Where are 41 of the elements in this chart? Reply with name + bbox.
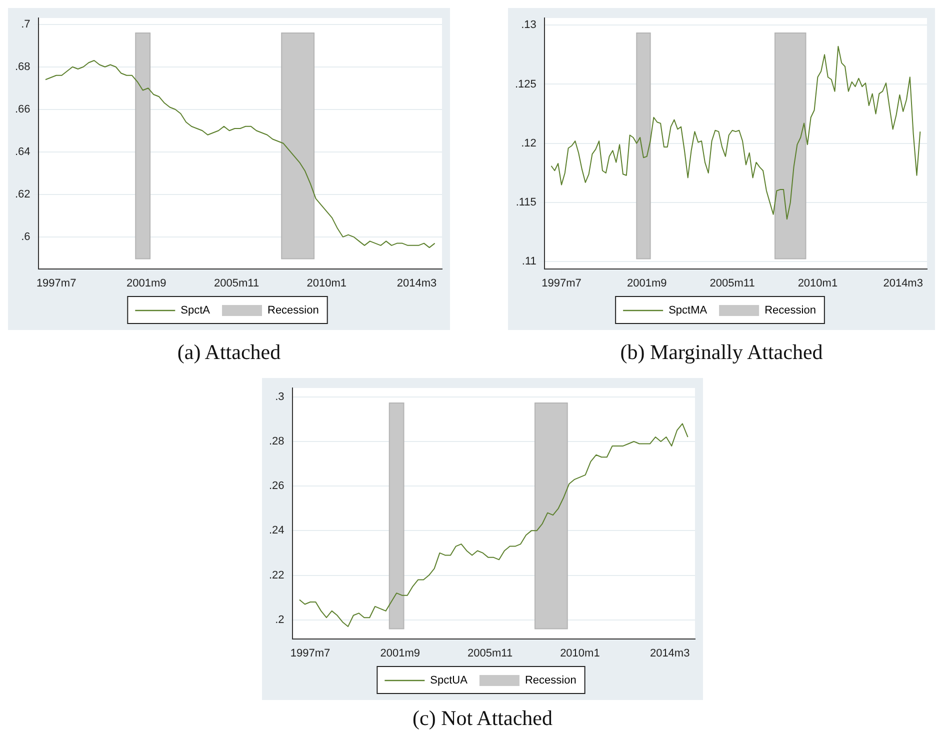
y-tick-label: .22 xyxy=(268,569,284,582)
x-tick-label: 2010m1 xyxy=(306,277,347,290)
x-tick-label: 1997m7 xyxy=(36,277,76,290)
x-tick-label: 1997m7 xyxy=(542,277,582,290)
y-tick-label: .64 xyxy=(14,146,30,158)
y-tick-label: .115 xyxy=(516,196,536,209)
x-tick-label: 2005m11 xyxy=(710,277,755,290)
y-tick-label: .66 xyxy=(14,103,30,116)
text: (b) Marginally Attached xyxy=(619,340,824,365)
x-tick-label: 2005m11 xyxy=(468,647,513,660)
x-tick-label: 2014m3 xyxy=(883,277,923,290)
legend-label: Recession xyxy=(524,674,576,687)
x-tick-label: 1997m7 xyxy=(290,647,330,660)
text: (a) Attached xyxy=(176,340,282,365)
x-tick-label: 2010m1 xyxy=(798,277,838,290)
x-tick-label: 2005m11 xyxy=(214,277,260,290)
legend-label: Recession xyxy=(764,304,816,317)
legend-label: SpctA xyxy=(180,304,211,317)
y-tick-label: .24 xyxy=(268,524,284,537)
x-tick-label: 2001m9 xyxy=(627,277,667,290)
y-tick-label: .26 xyxy=(268,480,284,492)
y-tick-label: .62 xyxy=(14,188,30,200)
y-tick-label: .68 xyxy=(14,60,30,73)
x-tick-label: 2014m3 xyxy=(650,647,690,660)
x-tick-label: 2014m3 xyxy=(396,277,437,290)
y-tick-label: .6 xyxy=(21,230,30,243)
y-tick-label: .3 xyxy=(275,390,284,403)
y-tick-label: .13 xyxy=(521,19,536,32)
y-tick-label: .7 xyxy=(21,18,30,30)
legend-label: SpctUA xyxy=(430,674,468,687)
y-tick-label: .12 xyxy=(521,137,536,150)
legend-label: Recession xyxy=(267,304,319,317)
legend-label: SpctMA xyxy=(668,304,708,317)
x-tick-label: 2001m9 xyxy=(126,277,166,290)
y-tick-label: .11 xyxy=(522,256,536,268)
x-tick-label: 2010m1 xyxy=(560,647,600,660)
x-tick-label: 2001m9 xyxy=(380,647,420,660)
y-tick-label: .125 xyxy=(514,78,536,90)
y-tick-label: .2 xyxy=(275,614,284,626)
text: (c) Not Attached xyxy=(412,706,554,731)
y-tick-label: .28 xyxy=(268,436,284,448)
